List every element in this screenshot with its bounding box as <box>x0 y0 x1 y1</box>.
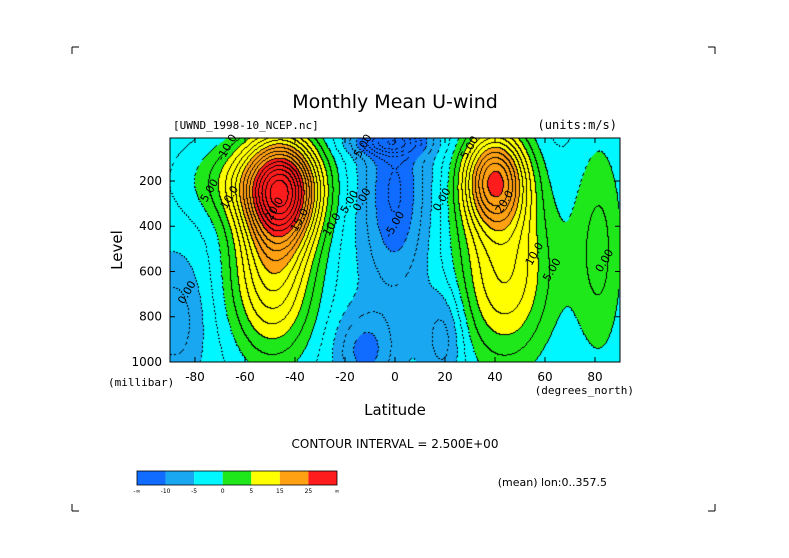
crop-mark-bottom-right <box>708 504 716 512</box>
colorbar-swatch <box>222 471 252 485</box>
colorbar-tick-label: -5 <box>191 488 197 495</box>
colorbar-tick-label: 0 <box>221 488 225 495</box>
x-axis: -80 -60 -40 -20 0 20 40 60 80 <box>185 138 603 384</box>
chart-title: Monthly Mean U-wind <box>292 91 498 113</box>
crop-mark-bottom-left <box>71 504 79 512</box>
colorbar-tick-label: -∞ <box>133 488 140 495</box>
plot-area <box>170 138 620 362</box>
colorbar-frame <box>136 470 338 486</box>
y-axis-label: Level <box>108 230 126 270</box>
x-axis-label: Latitude <box>364 401 426 419</box>
colorbar-tick-label: 5 <box>249 488 253 495</box>
colorbar-tick-label: 15 <box>276 488 284 495</box>
y-tick-label: 400 <box>139 219 162 233</box>
colorbar-swatch <box>308 471 337 485</box>
x-tick-label: 40 <box>487 370 502 384</box>
x-tick-label: 20 <box>437 370 452 384</box>
units-label: (units:m/s) <box>538 118 617 132</box>
colorbar-tick-label: -10 <box>161 488 171 495</box>
y-tick-label: 800 <box>139 310 162 324</box>
x-tick-label: 80 <box>587 370 602 384</box>
y-tick-label: 1000 <box>131 355 162 369</box>
colorbar: -∞ -10 -5 0 5 15 25 ∞ <box>133 470 340 495</box>
footer-text: (mean) lon:0..357.5 <box>498 476 607 489</box>
crop-marks <box>71 46 716 512</box>
y-axis: 200 400 600 800 1000 <box>131 174 620 369</box>
y-axis-units: (millibar) <box>108 376 174 389</box>
colorbar-tick-label: ∞ <box>335 488 340 495</box>
contour-interval-text: CONTOUR INTERVAL = 2.500E+00 <box>292 437 499 451</box>
colorbar-swatch <box>194 471 223 485</box>
x-tick-label: 0 <box>391 370 399 384</box>
colorbar-swatch <box>165 471 195 485</box>
y-tick-label: 200 <box>139 174 162 188</box>
crop-mark-top-right <box>708 46 716 54</box>
x-axis-units: (degrees_north) <box>535 384 634 397</box>
colorbar-swatch <box>251 471 280 485</box>
colorbar-swatch <box>279 471 309 485</box>
x-tick-label: -20 <box>335 370 355 384</box>
dataset-label: [UWND_1998-10_NCEP.nc] <box>173 119 319 132</box>
x-tick-label: 60 <box>537 370 552 384</box>
y-tick-label: 600 <box>139 264 162 278</box>
x-tick-label: -80 <box>185 370 205 384</box>
crop-mark-top-left <box>71 46 79 54</box>
x-tick-label: -60 <box>235 370 255 384</box>
colorbar-tick-label: 25 <box>305 488 313 495</box>
x-tick-label: -40 <box>285 370 305 384</box>
colorbar-swatch <box>137 471 166 485</box>
